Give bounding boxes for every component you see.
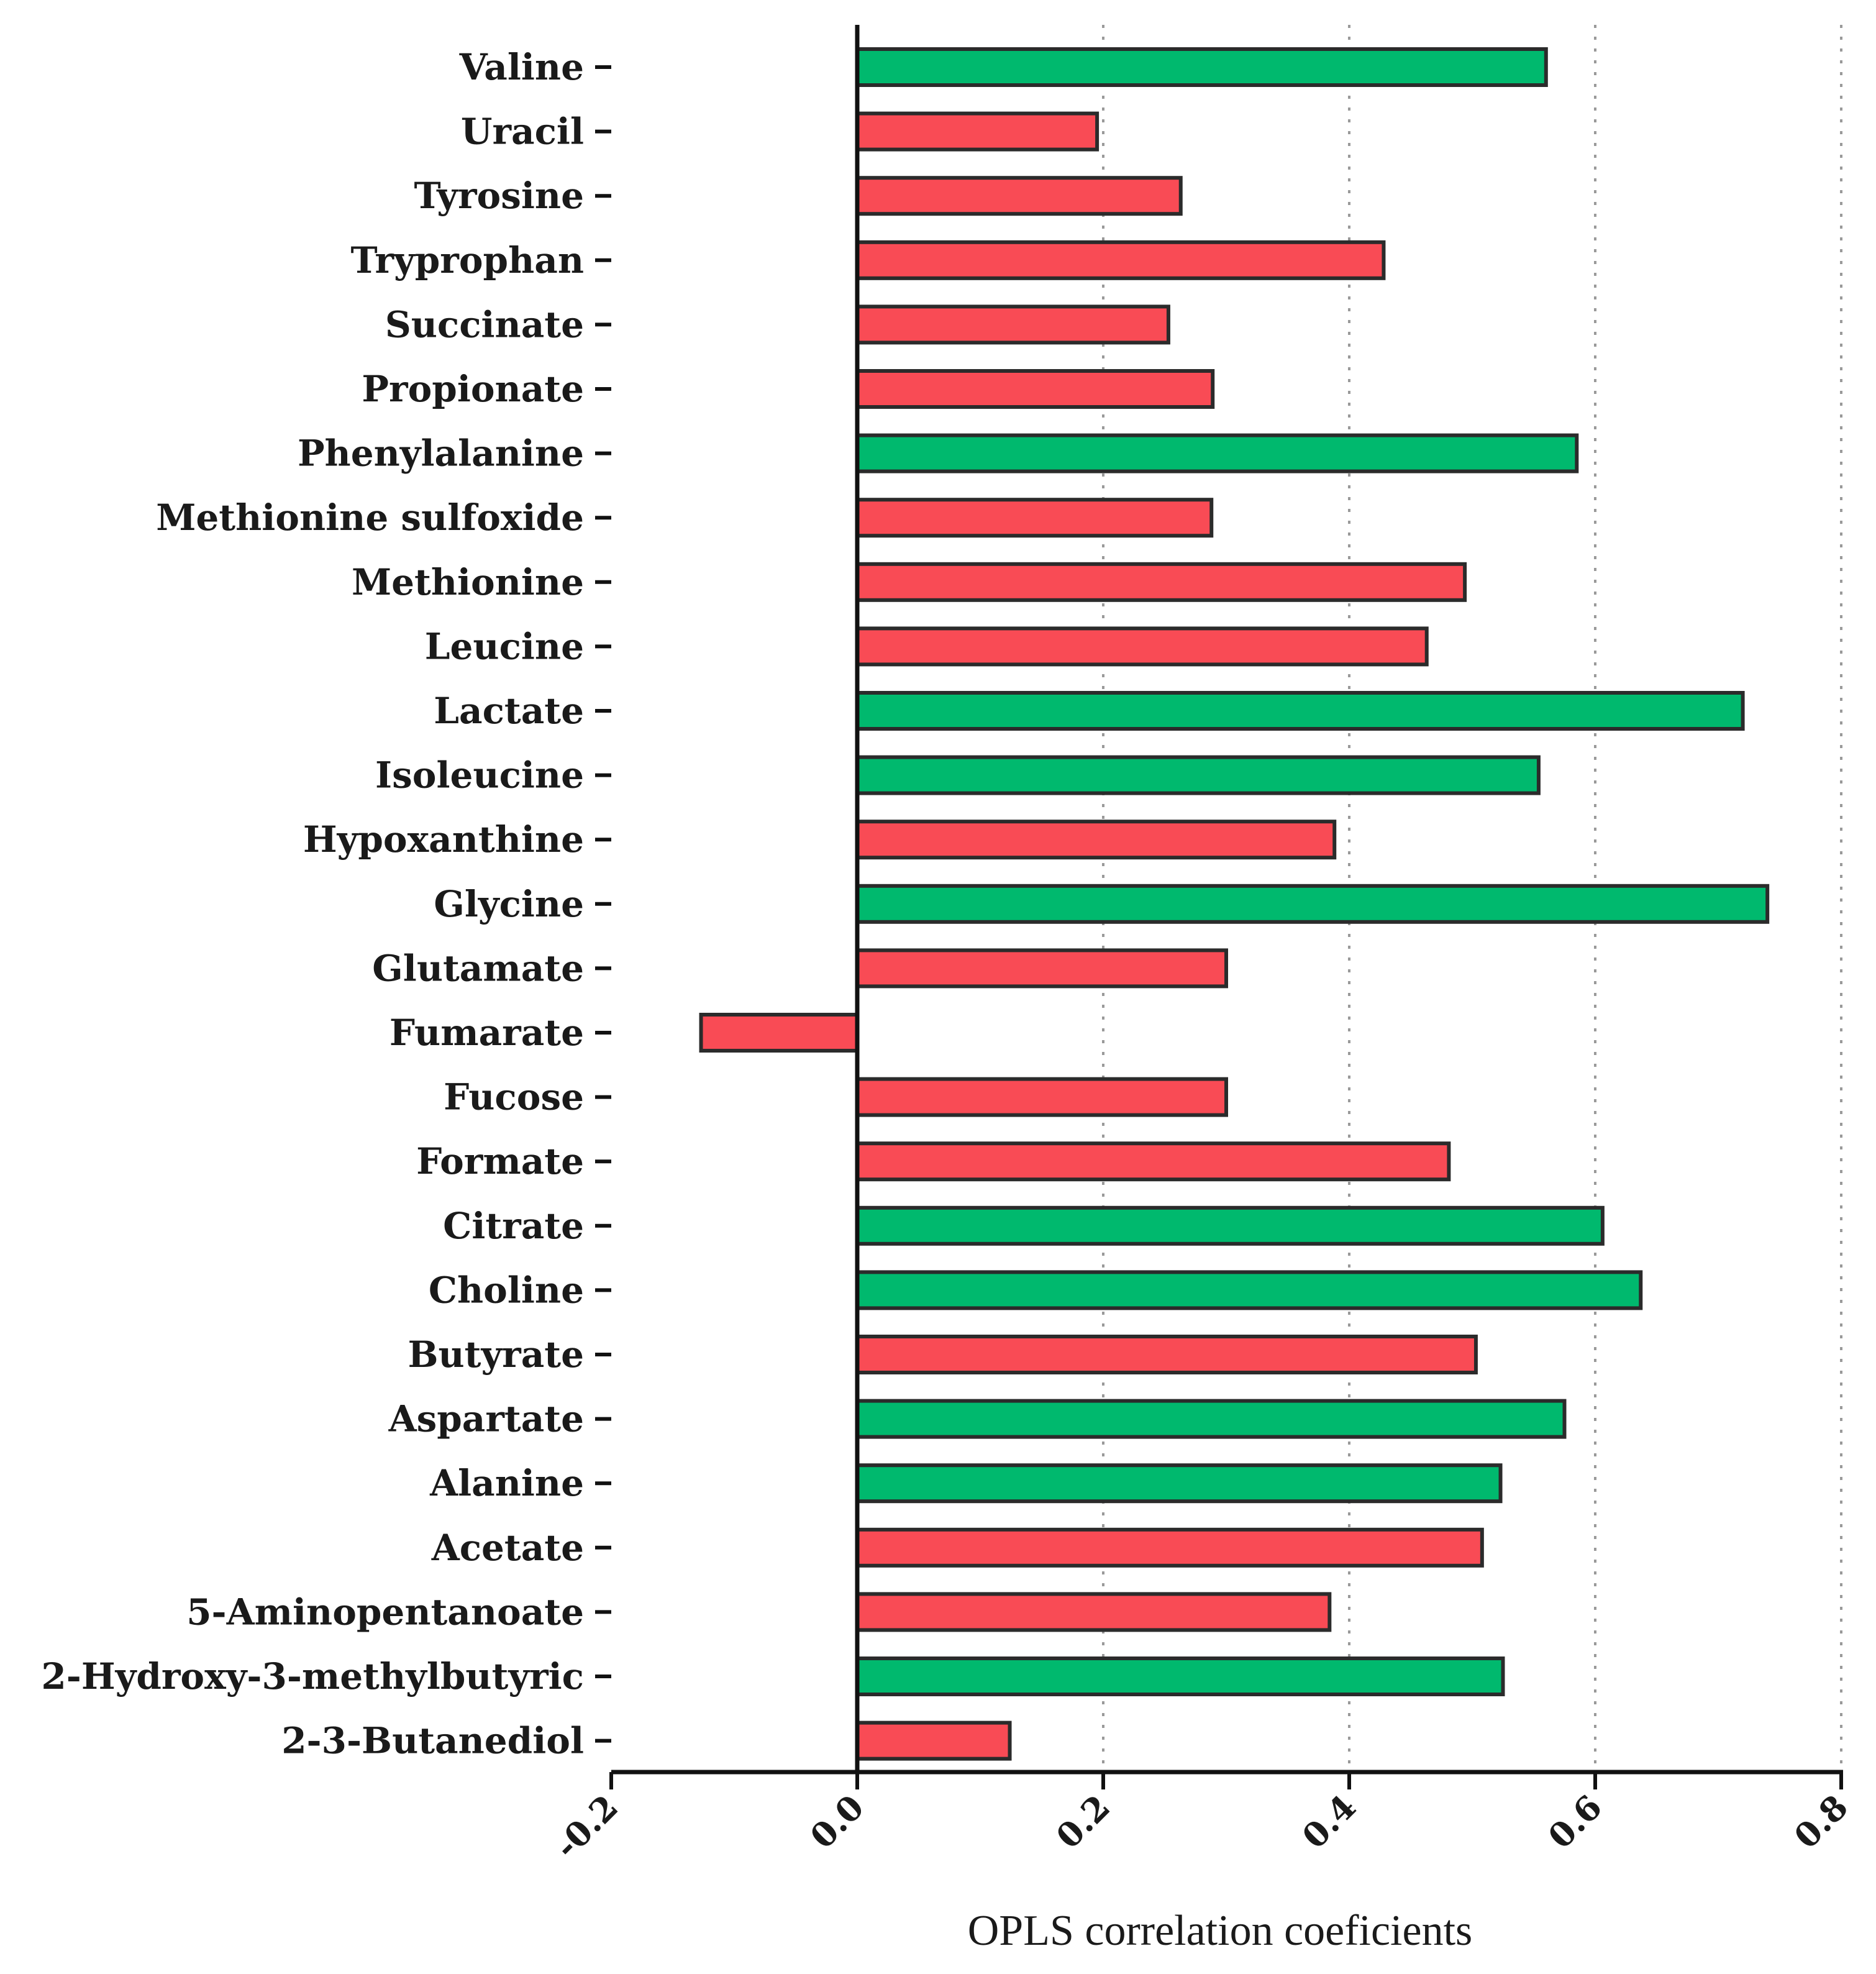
x-tick-label: -0.2 [547, 1787, 626, 1867]
category-label: Fucose [444, 1076, 584, 1118]
category-label: Choline [429, 1269, 584, 1311]
x-tick-label: 0.2 [1049, 1787, 1118, 1857]
bar-methionine [855, 562, 1467, 602]
category-label: Tyrosine [414, 175, 585, 217]
category-label: Isoleucine [375, 754, 584, 797]
bar-leucine [855, 626, 1429, 667]
bar-alanine [855, 1463, 1503, 1504]
bar-hypoxanthine [855, 820, 1337, 860]
category-label: Glutamate [372, 947, 584, 989]
x-tick-label: 0.8 [1787, 1787, 1856, 1857]
category-label: Lactate [434, 690, 584, 732]
x-tick-label: 0.4 [1295, 1787, 1364, 1857]
bar-uracil [855, 111, 1100, 152]
bar-aspartate [855, 1399, 1567, 1439]
category-label: 2-3-Butanediol [281, 1720, 584, 1762]
category-label: Succinate [385, 303, 584, 345]
category-label: Uracil [461, 111, 584, 153]
category-label: Alanine [429, 1462, 584, 1504]
bar-lactate [855, 691, 1745, 731]
category-label: Methionine [352, 561, 584, 603]
x-tick-label: 0.0 [803, 1787, 872, 1857]
bar-valine [855, 47, 1548, 87]
bar-tyrosine [855, 176, 1183, 216]
bar-formate [855, 1141, 1451, 1182]
category-label: Aspartate [388, 1398, 584, 1440]
category-label: Leucine [425, 625, 584, 667]
category-label: 2-Hydroxy-3-methylbutyric [41, 1655, 584, 1698]
category-label: Propionate [362, 368, 584, 410]
category-label: Citrate [443, 1205, 584, 1247]
category-label: Phenylalanine [298, 432, 584, 475]
bar-choline [855, 1270, 1643, 1310]
x-tick-marks [609, 1772, 1843, 1789]
bar-methionine-sulfoxide [855, 498, 1214, 538]
category-label: Acetate [431, 1527, 584, 1569]
bar-2-3-butanediol [855, 1720, 1012, 1761]
bar-isoleucine [855, 755, 1541, 795]
category-label: Valine [459, 46, 584, 88]
category-labels: Valine Uracil Tyrosine Tryprophan Succinate P… [41, 46, 584, 1762]
x-tick-labels: -0.2 0.0 0.2 0.4 0.6 0.8 [547, 1787, 1856, 1867]
bar-citrate [855, 1205, 1605, 1246]
category-label: Formate [416, 1140, 584, 1182]
y-tick-marks [595, 65, 611, 1743]
bar-glycine [855, 884, 1770, 924]
axes [611, 25, 1843, 1775]
bar-propionate [855, 369, 1215, 409]
bar-fucose [855, 1077, 1228, 1117]
bar-butyrate [855, 1335, 1478, 1374]
bar-succinate [855, 304, 1170, 345]
bar-phenylalanine [855, 433, 1579, 473]
x-axis-title: OPLS correlation coeficients [968, 1907, 1473, 1955]
category-label: Butyrate [408, 1333, 584, 1376]
category-label: Fumarate [389, 1012, 584, 1054]
bar-fumarate [699, 1013, 860, 1053]
bar-5-aminopentanoate [855, 1592, 1332, 1632]
category-label: Methionine sulfoxide [156, 496, 584, 539]
category-label: Hypoxanthine [303, 818, 584, 861]
bar-glutamate [855, 948, 1228, 989]
bars [699, 47, 1770, 1761]
bar-tryprophan [855, 240, 1386, 280]
category-label: 5-Aminopentanoate [186, 1591, 584, 1633]
bar-2-hydroxy-3-methylbutyric [855, 1656, 1505, 1696]
category-label: Tryprophan [351, 239, 584, 281]
category-label: Glycine [434, 883, 584, 925]
x-tick-label: 0.6 [1541, 1787, 1610, 1857]
bar-acetate [855, 1527, 1484, 1568]
